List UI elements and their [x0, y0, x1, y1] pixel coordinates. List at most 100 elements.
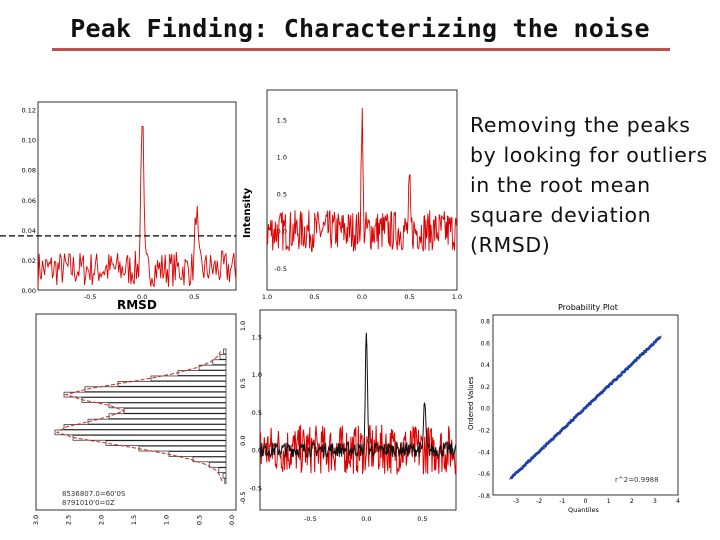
x-tick-label: 0.5 [309, 293, 319, 301]
x-tick-label: 2 [630, 498, 634, 505]
histogram-bar [84, 386, 227, 392]
histogram-bar [63, 424, 227, 430]
chart-frame [259, 309, 457, 511]
chart-frame [35, 313, 237, 511]
histogram-bar [212, 359, 227, 365]
x-tick-label: 1.5 [130, 515, 138, 525]
slide-body-text: Removing the peaks by looking for outlie… [470, 110, 720, 260]
x-tick-label: 4 [676, 498, 680, 505]
x-tick-label: 2.0 [97, 515, 105, 525]
histogram-bar [72, 435, 227, 441]
y-tick-label: -0.4 [478, 449, 490, 456]
y-tick-label: -0.5 [239, 492, 247, 505]
x-tick-label: 0.5 [417, 515, 427, 523]
chart-frame [492, 314, 679, 496]
chart-probability-plot: Probability Plot Ordered Values Quantile… [467, 303, 680, 514]
body-line: by looking for outliers [470, 143, 708, 167]
y-tick-label: 1.0 [239, 321, 247, 331]
y-tick-label: 1.5 [252, 333, 262, 341]
x-tick-label: -3 [513, 498, 519, 505]
noise-series-line [266, 108, 458, 252]
y-tick-label: 0.0 [252, 447, 262, 455]
intensity-axis-label: Intensity [242, 187, 253, 238]
y-tick-label: 0.0 [277, 228, 287, 236]
y-tick-label: 0.0 [239, 435, 247, 445]
x-tick-label: 1.0 [452, 293, 462, 301]
y-tick-label: 0.0 [480, 406, 490, 413]
x-tick-label: 0.5 [195, 515, 203, 525]
y-tick-label: 0.6 [480, 340, 490, 347]
y-tick-label: 0.12 [22, 107, 36, 115]
y-tick-label: -0.8 [478, 493, 490, 500]
histogram-bar [218, 467, 227, 473]
chart-rmsd-histogram: RMSD 1.00.50.0-0.53.0 2.5 2.0 1.5 1.0 0.5 0.0 … [32, 298, 247, 525]
signal-series-line [259, 332, 457, 459]
x-tick-label: 0.0 [361, 515, 371, 523]
x-tick-label: -0.5 [84, 293, 97, 301]
y-tick-label: 0.5 [277, 191, 287, 199]
histogram-bar [123, 408, 227, 414]
slide-title: Peak Finding: Characterizing the noise [70, 14, 650, 43]
y-tick-label: 0.4 [480, 362, 490, 369]
y-tick-label: 1.0 [277, 154, 287, 162]
x-tick-label: 0.0 [357, 293, 367, 301]
y-tick-label: 0.00 [22, 287, 36, 295]
quantile-point [544, 444, 548, 448]
x-tick-label: 2.5 [65, 515, 73, 525]
x-tick-label: 0 [584, 498, 588, 505]
histogram-bar [222, 472, 227, 479]
y-tick-label: 0.08 [22, 167, 36, 175]
x-tick-label: 1.0 [163, 515, 171, 525]
probplot-title: Probability Plot [558, 303, 618, 312]
histogram-bar [54, 429, 227, 436]
y-tick-label: -0.5 [249, 484, 262, 492]
y-tick-label: 1.0 [252, 371, 262, 379]
y-tick-label: 0.5 [239, 378, 247, 388]
chart-frame [266, 89, 458, 291]
x-tick-label: 0.5 [189, 293, 199, 301]
rmsd-label: RMSD [117, 298, 157, 312]
quantile-point [658, 336, 661, 340]
y-tick-label: 0.02 [22, 257, 36, 265]
histogram-bar [208, 462, 227, 468]
x-tick-label: 1.0 [262, 293, 272, 301]
histogram-bar [219, 354, 227, 360]
y-tick-label: 1.5 [277, 117, 287, 125]
probplot-xlabel: Quantiles [568, 506, 599, 514]
histogram-bar [177, 370, 227, 376]
x-tick-label: 0.0 [228, 515, 236, 525]
y-tick-label: 0.04 [22, 227, 36, 235]
quantile-point [642, 352, 645, 356]
y-tick-label: 0.8 [480, 318, 490, 325]
histogram-bar [87, 418, 227, 425]
noise-series-line [37, 126, 237, 288]
body-line: square deviation [470, 203, 652, 227]
histogram-bar [224, 478, 227, 484]
x-tick-label: 1 [607, 498, 611, 505]
chart-top-left-trace: 0.00 0.02 0.04 0.06 0.08 0.10 0.12 -0.5 0.0 0.5 [0, 101, 237, 301]
r-squared-annotation: r^2=0.9988 [615, 476, 659, 484]
x-tick-label: 0.5 [404, 293, 414, 301]
histogram-bar [63, 391, 227, 398]
y-tick-label: -0.6 [478, 471, 490, 478]
x-tick-label: 3.0 [32, 515, 40, 525]
title-underline [52, 48, 670, 51]
histogram-bar [138, 445, 227, 452]
histogram-bar [168, 451, 227, 457]
body-line: Removing the peaks [470, 113, 691, 137]
histogram-bar [223, 348, 227, 355]
histogram-bar [108, 413, 227, 419]
histogram-bar [117, 381, 227, 387]
y-tick-label: 0.2 [480, 384, 490, 391]
histogram-bar [198, 364, 227, 371]
y-tick-label: 0.10 [22, 137, 36, 145]
y-tick-label: -0.5 [274, 265, 287, 273]
histogram-bar [81, 397, 227, 403]
body-line: in the root mean [470, 173, 651, 197]
body-line: (RMSD) [470, 233, 551, 257]
quantile-point [651, 343, 655, 347]
x-tick-label: -0.5 [304, 515, 317, 523]
x-tick-label: -1 [559, 498, 565, 505]
histogram-bar [105, 440, 227, 446]
fit-annotation-1: 8536807.0=60'0S [62, 490, 126, 498]
